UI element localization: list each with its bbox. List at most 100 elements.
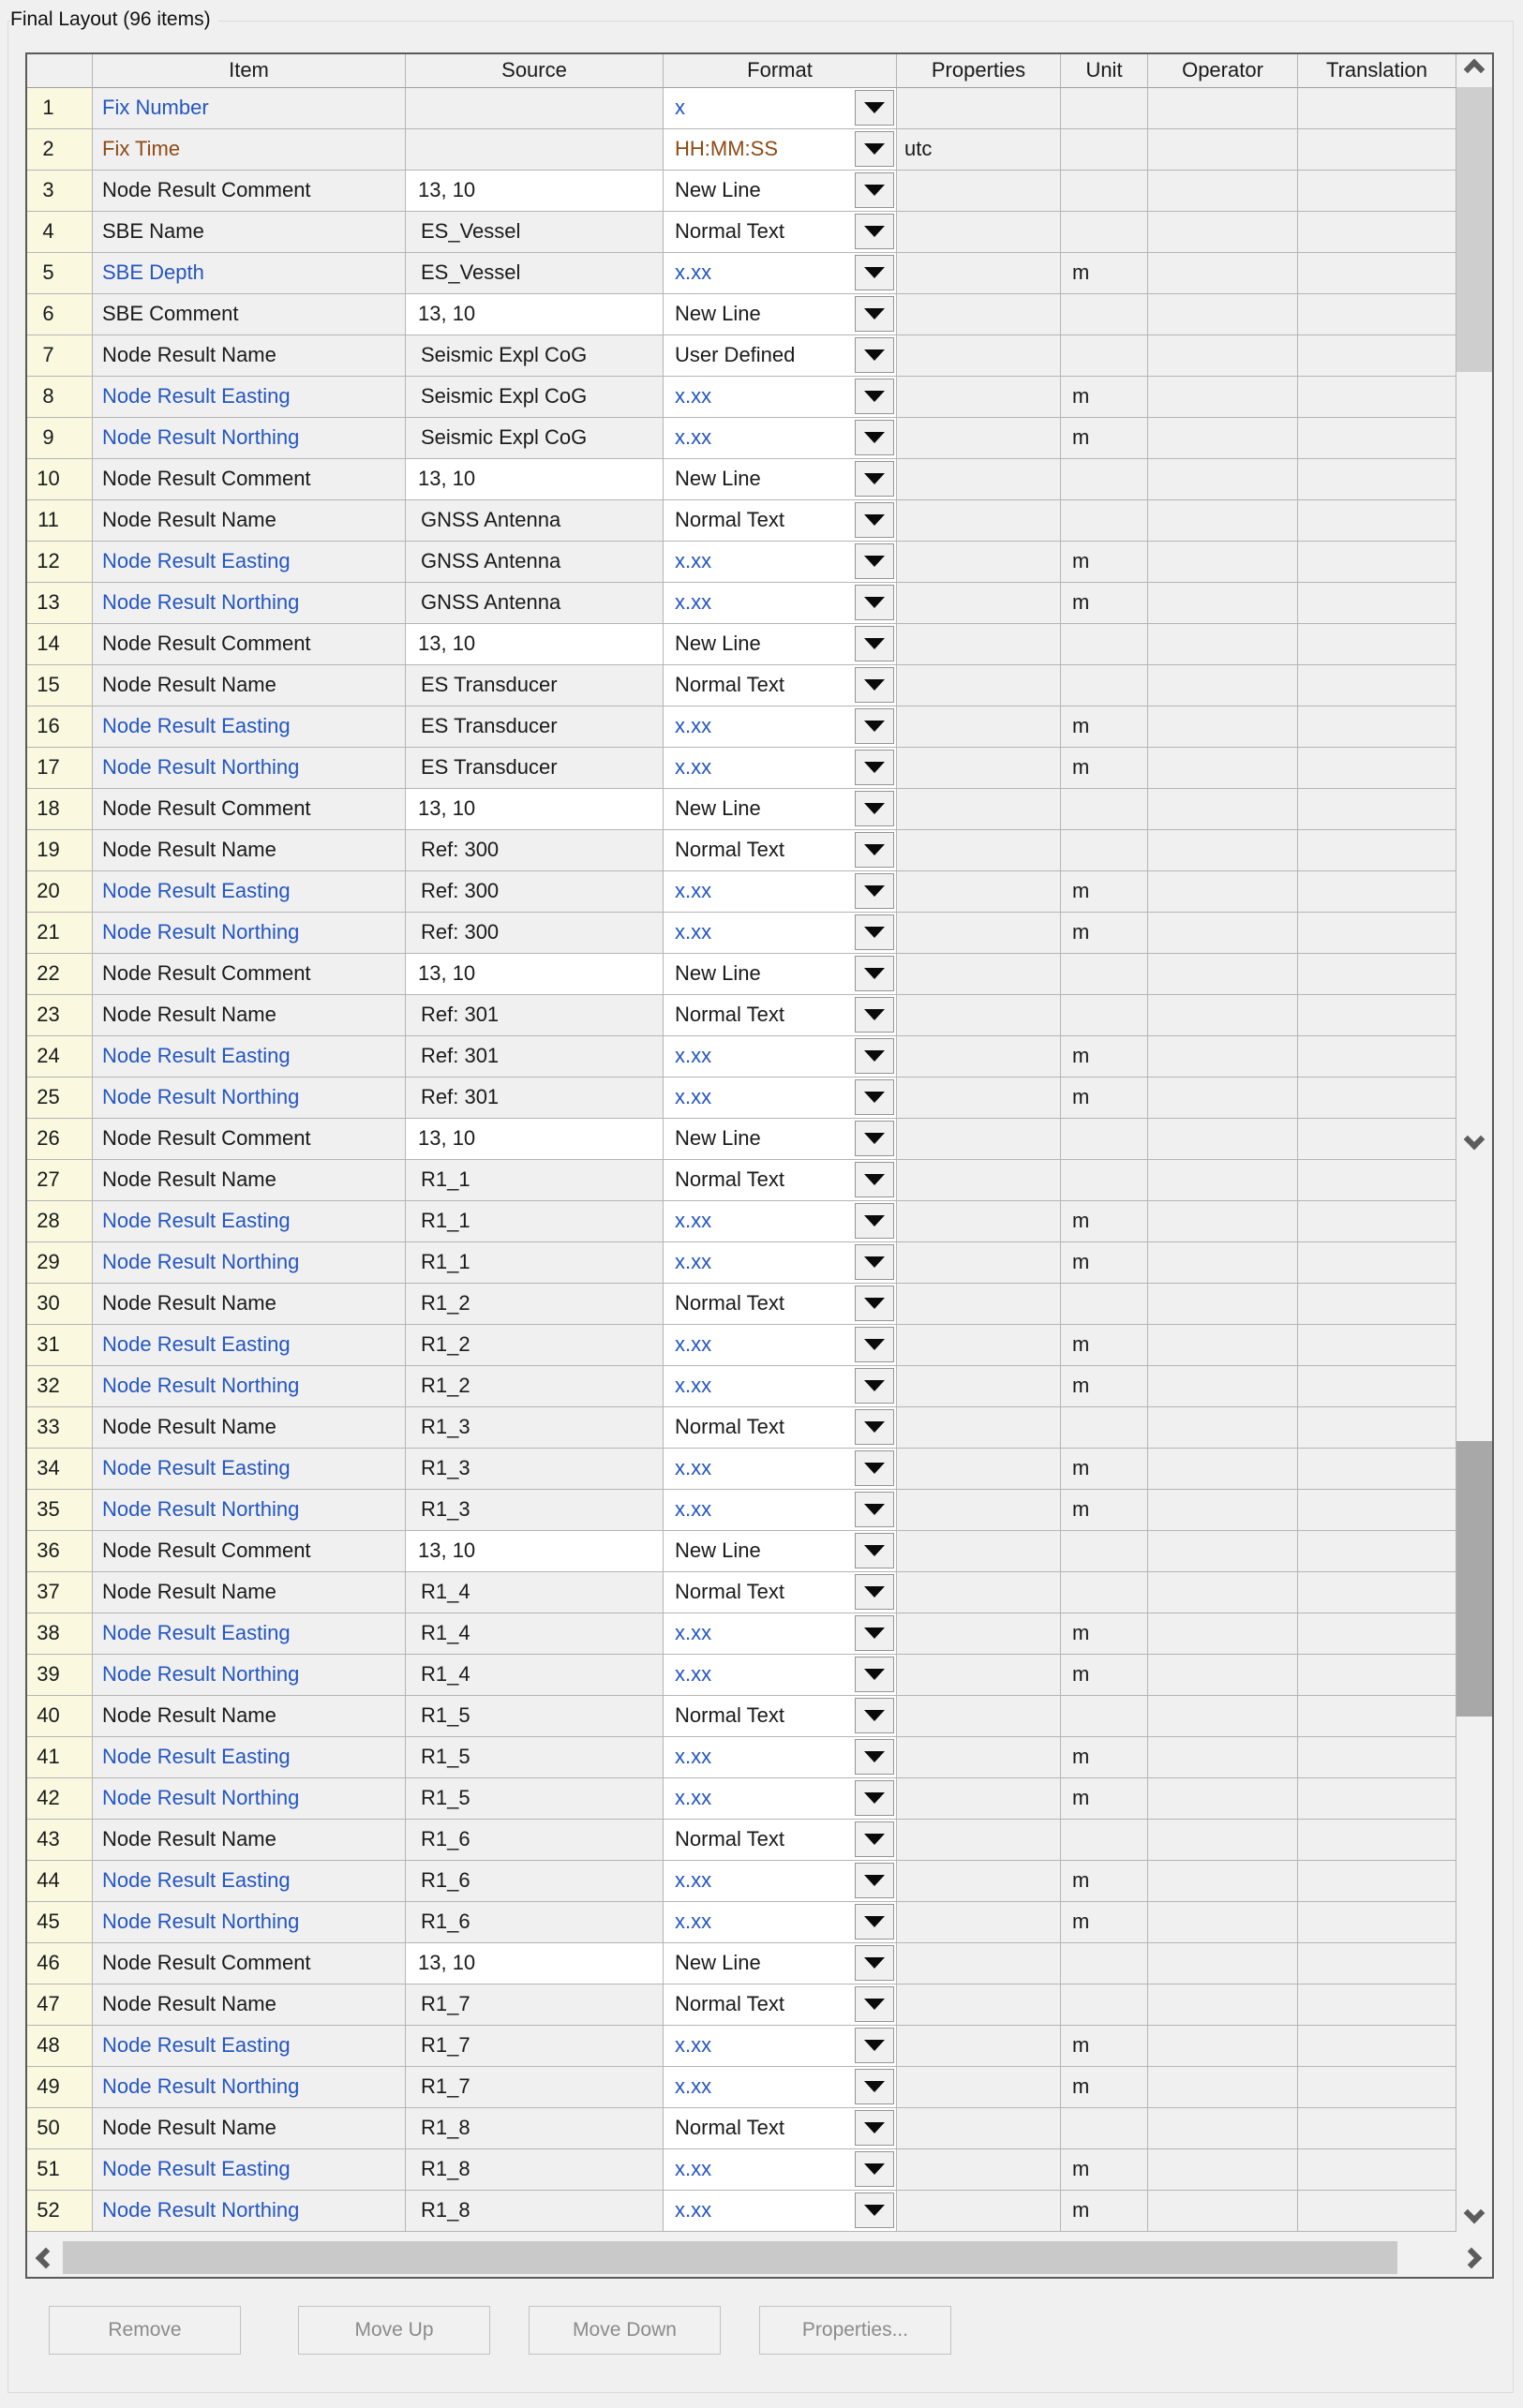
unit-cell[interactable]: [1061, 459, 1148, 500]
format-dropdown-button[interactable]: [855, 1986, 894, 2022]
item-cell[interactable]: Node Result Easting: [93, 1861, 406, 1902]
translation-cell[interactable]: [1298, 1696, 1456, 1737]
unit-cell[interactable]: [1061, 789, 1148, 830]
operator-cell[interactable]: [1148, 913, 1298, 954]
source-cell[interactable]: Seismic Expl CoG: [406, 418, 664, 459]
operator-cell[interactable]: [1148, 253, 1298, 294]
item-cell[interactable]: Node Result Comment: [93, 954, 406, 995]
source-cell[interactable]: [406, 129, 664, 171]
unit-cell[interactable]: m: [1061, 1201, 1148, 1242]
properties-cell[interactable]: [897, 1984, 1061, 2026]
source-cell[interactable]: R1_2: [406, 1284, 664, 1325]
row-number-cell[interactable]: 11: [27, 500, 93, 542]
row-number-cell[interactable]: 28: [27, 1201, 93, 1242]
format-dropdown-button[interactable]: [855, 1079, 894, 1115]
format-select[interactable]: Normal Text: [664, 1160, 897, 1201]
unit-cell[interactable]: [1061, 1696, 1148, 1737]
operator-cell[interactable]: [1148, 1490, 1298, 1531]
item-cell[interactable]: Node Result Easting: [93, 542, 406, 583]
unit-cell[interactable]: m: [1061, 1449, 1148, 1490]
properties-cell[interactable]: [897, 2108, 1061, 2149]
item-cell[interactable]: Node Result Northing: [93, 583, 406, 624]
format-select[interactable]: x.xx: [664, 1861, 897, 1902]
operator-cell[interactable]: [1148, 129, 1298, 171]
item-cell[interactable]: Node Result Easting: [93, 1449, 406, 1490]
format-select[interactable]: Normal Text: [664, 830, 897, 871]
translation-cell[interactable]: [1298, 500, 1456, 542]
unit-cell[interactable]: [1061, 212, 1148, 253]
format-select[interactable]: New Line: [664, 1119, 897, 1160]
operator-cell[interactable]: [1148, 459, 1298, 500]
translation-cell[interactable]: [1298, 253, 1456, 294]
operator-cell[interactable]: [1148, 1449, 1298, 1490]
row-number-cell[interactable]: 12: [27, 542, 93, 583]
source-cell[interactable]: ES Transducer: [406, 665, 664, 706]
operator-cell[interactable]: [1148, 665, 1298, 706]
operator-cell[interactable]: [1148, 1696, 1298, 1737]
translation-cell[interactable]: [1298, 2191, 1456, 2232]
row-number-cell[interactable]: 33: [27, 1407, 93, 1449]
unit-cell[interactable]: m: [1061, 913, 1148, 954]
row-number-cell[interactable]: 18: [27, 789, 93, 830]
operator-cell[interactable]: [1148, 1036, 1298, 1078]
row-number-cell[interactable]: 27: [27, 1160, 93, 1201]
unit-cell[interactable]: m: [1061, 1366, 1148, 1407]
format-select[interactable]: x.xx: [664, 1902, 897, 1943]
format-dropdown-button[interactable]: [855, 1450, 894, 1486]
format-dropdown-button[interactable]: [855, 2110, 894, 2146]
translation-cell[interactable]: [1298, 1984, 1456, 2026]
operator-cell[interactable]: [1148, 294, 1298, 335]
source-cell[interactable]: 13, 10: [406, 624, 664, 665]
row-number-cell[interactable]: 48: [27, 2026, 93, 2067]
operator-cell[interactable]: [1148, 1655, 1298, 1696]
source-cell[interactable]: 13, 10: [406, 459, 664, 500]
source-cell[interactable]: 13, 10: [406, 1943, 664, 1984]
unit-cell[interactable]: m: [1061, 418, 1148, 459]
properties-cell[interactable]: [897, 1366, 1061, 1407]
operator-cell[interactable]: [1148, 954, 1298, 995]
row-number-cell[interactable]: 10: [27, 459, 93, 500]
source-cell[interactable]: 13, 10: [406, 789, 664, 830]
operator-cell[interactable]: [1148, 830, 1298, 871]
operator-cell[interactable]: [1148, 1861, 1298, 1902]
format-select[interactable]: x.xx: [664, 2191, 897, 2232]
row-number-cell[interactable]: 44: [27, 1861, 93, 1902]
unit-cell[interactable]: m: [1061, 706, 1148, 748]
properties-cell[interactable]: [897, 1572, 1061, 1613]
item-cell[interactable]: Node Result Northing: [93, 418, 406, 459]
properties-cell[interactable]: [897, 748, 1061, 789]
format-select[interactable]: x.xx: [664, 1201, 897, 1242]
row-number-cell[interactable]: 21: [27, 913, 93, 954]
operator-cell[interactable]: [1148, 748, 1298, 789]
operator-cell[interactable]: [1148, 789, 1298, 830]
item-cell[interactable]: Node Result Northing: [93, 1078, 406, 1119]
source-cell[interactable]: Seismic Expl CoG: [406, 335, 664, 377]
translation-cell[interactable]: [1298, 1737, 1456, 1778]
unit-cell[interactable]: m: [1061, 871, 1148, 913]
properties-cell[interactable]: [897, 583, 1061, 624]
row-number-cell[interactable]: 1: [27, 88, 93, 129]
item-cell[interactable]: Node Result Comment: [93, 789, 406, 830]
row-number-cell[interactable]: 4: [27, 212, 93, 253]
unit-cell[interactable]: m: [1061, 2067, 1148, 2108]
unit-cell[interactable]: m: [1061, 2191, 1148, 2232]
properties-cell[interactable]: [897, 2149, 1061, 2191]
row-number-cell[interactable]: 16: [27, 706, 93, 748]
source-cell[interactable]: R1_8: [406, 2149, 664, 2191]
unit-cell[interactable]: m: [1061, 1737, 1148, 1778]
translation-cell[interactable]: [1298, 294, 1456, 335]
item-cell[interactable]: Node Result Easting: [93, 2149, 406, 2191]
format-dropdown-button[interactable]: [855, 2192, 894, 2228]
operator-cell[interactable]: [1148, 1160, 1298, 1201]
properties-cell[interactable]: [897, 212, 1061, 253]
operator-cell[interactable]: [1148, 1613, 1298, 1655]
properties-cell[interactable]: [897, 2067, 1061, 2108]
source-cell[interactable]: R1_4: [406, 1572, 664, 1613]
format-select[interactable]: x.xx: [664, 871, 897, 913]
translation-cell[interactable]: [1298, 789, 1456, 830]
format-dropdown-button[interactable]: [855, 420, 894, 455]
properties-cell[interactable]: [897, 1036, 1061, 1078]
source-cell[interactable]: 13, 10: [406, 1531, 664, 1572]
properties-cell[interactable]: [897, 995, 1061, 1036]
format-select[interactable]: x.xx: [664, 1036, 897, 1078]
